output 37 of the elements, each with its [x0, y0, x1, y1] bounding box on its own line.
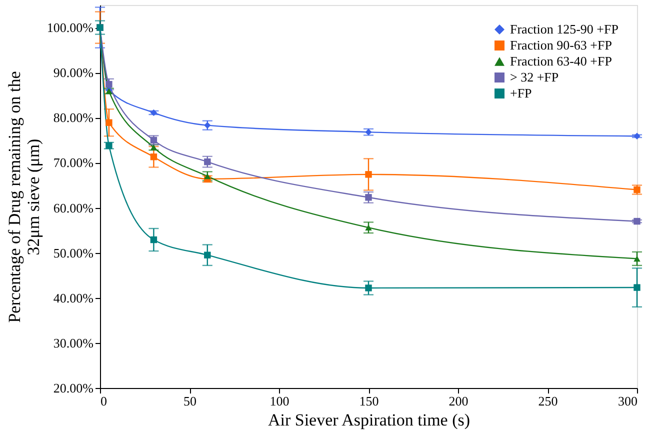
point: [365, 284, 372, 292]
legend-label: Fraction 63-40 +FP: [510, 54, 612, 68]
legend-label: > 32 +FP: [510, 70, 559, 84]
legend-label: Fraction 125-90 +FP: [510, 22, 618, 36]
point: [634, 284, 640, 291]
x-tick-label: 0: [100, 394, 107, 408]
y-tick-label: 90.00%: [53, 65, 94, 80]
point: [150, 153, 158, 160]
point: [204, 252, 211, 258]
point: [106, 142, 112, 149]
y-tick-label: 20.00%: [53, 380, 94, 396]
y-tick-label: 30.00%: [53, 335, 94, 350]
legend-label: +FP: [510, 86, 532, 100]
point: [365, 171, 372, 178]
point: [204, 173, 211, 180]
x-tick-label: 50: [184, 394, 196, 408]
y-tick-label: 80.00%: [53, 110, 94, 126]
y-axis-title: Percentage of Drug remaining on the 32μm sieve (μm): [4, 71, 43, 323]
y-tick-label: 60.00%: [53, 200, 94, 216]
y-tick-label: 70.00%: [53, 155, 94, 170]
point: [634, 256, 640, 262]
y-tick-label: 40.00%: [53, 290, 94, 306]
x-tick-label: 100: [270, 394, 290, 408]
y-tick-label: 50.00%: [53, 245, 94, 260]
x-tick-label: 200: [448, 394, 468, 408]
x-tick-label: 300: [618, 394, 638, 408]
y-tick-label: 100.00%: [46, 20, 94, 36]
legend-label: Fraction 90-63 +FP: [510, 38, 612, 52]
point: [106, 119, 112, 126]
x-axis-title: Air Siever Aspiration time (s): [268, 410, 470, 430]
point: [365, 194, 372, 201]
x-tick-label: 250: [538, 394, 558, 408]
point: [365, 224, 372, 230]
point: [106, 80, 112, 88]
point: [204, 158, 211, 166]
x-tick-label: 150: [359, 394, 379, 408]
point: [150, 236, 158, 244]
